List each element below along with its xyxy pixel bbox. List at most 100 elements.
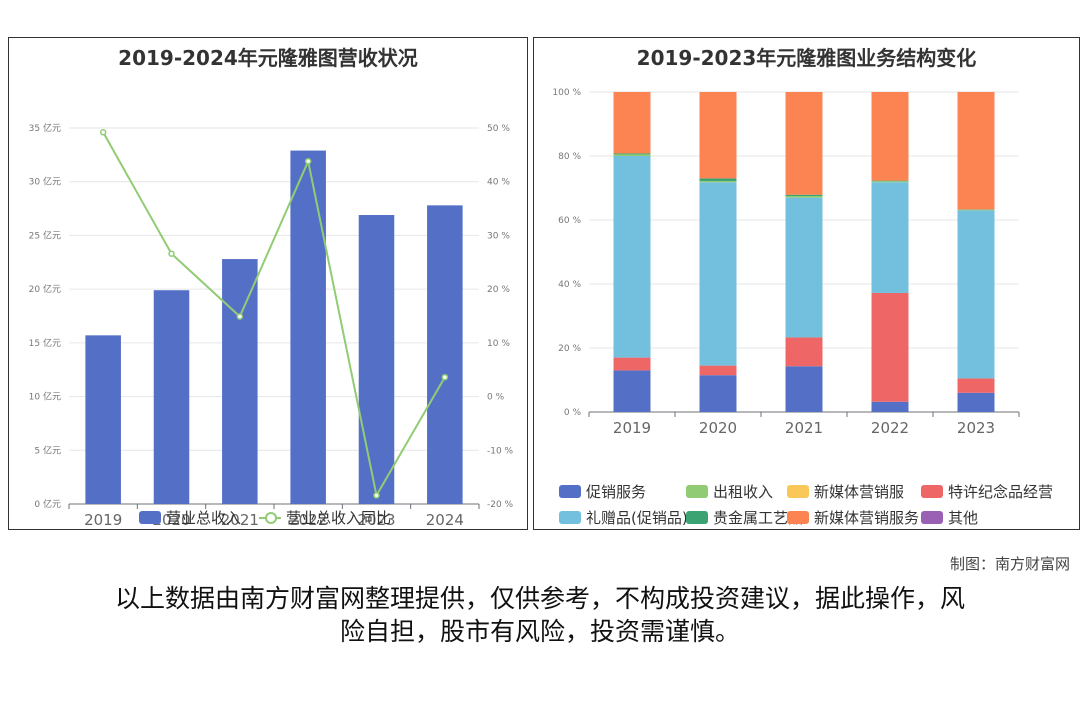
legend-label: 贵金属工艺品 [713, 509, 804, 527]
x-tick-label: 2020 [699, 419, 737, 437]
stack-segment [957, 392, 995, 412]
stack-segment [785, 366, 823, 412]
legend-line-dot [265, 512, 277, 524]
legend-swatch [921, 511, 943, 524]
legend-item[interactable]: 营业总收入 [139, 508, 241, 528]
legend-label: 新媒体营销服务 [814, 509, 920, 527]
stack-segment [871, 181, 909, 183]
revenue-bar [427, 205, 463, 504]
y-left-tick-label: 25 亿元 [29, 229, 61, 241]
stack-segment [957, 209, 995, 211]
stack-segment [699, 92, 737, 179]
y-right-tick-label: 0 % [487, 393, 505, 403]
disclaimer-line-2: 险自担，股市有风险，投资需谨慎。 [339, 617, 740, 646]
y-left-tick-label: 20 亿元 [29, 283, 61, 295]
stack-segment [613, 156, 651, 358]
yoy-point [236, 313, 244, 320]
x-tick-label: 2022 [871, 419, 909, 437]
x-tick-label: 2023 [357, 511, 395, 529]
legend-item[interactable]: 新媒体营销服务 [787, 508, 919, 528]
legend-label: 其他 [948, 509, 979, 527]
stack-segment [957, 210, 995, 379]
y-right-tick-label: 30 % [487, 231, 510, 241]
legend-label: 出租收入 [713, 483, 774, 501]
chart-credit: 制图：南方财富网 [949, 555, 1070, 573]
revenue-bar [358, 215, 395, 504]
y-tick-label: 0 % [564, 408, 582, 418]
y-tick-label: 60 % [558, 216, 581, 226]
yoy-point [304, 158, 312, 165]
disclaimer-line-1: 以上数据由南方财富网整理提供，仅供参考，不构成投资建议，据此操作，风 [114, 584, 965, 613]
stack-segment [871, 92, 909, 181]
x-tick-label: 2021 [785, 419, 823, 437]
revenue-bar [290, 150, 326, 504]
y-left-tick-label: 30 亿元 [29, 176, 61, 188]
y-right-tick-label: -20 % [487, 500, 514, 510]
revenue-chart-title: 2019-2024年元隆雅图营收状况 [118, 46, 418, 70]
legend-swatch [921, 485, 943, 498]
stack-segment [699, 375, 737, 412]
legend-label: 营业总收入 [166, 509, 242, 527]
revenue-chart-panel: 0 亿元 5 亿元 10 亿元 15 亿元 20 亿元 25 亿元 30 亿元 35 亿元 -2… [8, 37, 528, 530]
yoy-point [441, 373, 449, 381]
legend-swatch [787, 485, 809, 498]
stack-segment [613, 357, 651, 371]
revenue-chart-svg: 0 亿元 5 亿元 10 亿元 15 亿元 20 亿元 25 亿元 30 亿元 35 亿元 -2… [29, 122, 514, 529]
stack-segment [957, 378, 995, 393]
legend-item[interactable]: 贵金属工艺品 [686, 508, 803, 528]
yoy-point [99, 129, 107, 136]
stack-segment [699, 365, 737, 376]
x-tick-label: 2023 [957, 419, 995, 437]
legend-swatch [559, 485, 581, 498]
y-right-tick-label: 10 % [487, 339, 510, 349]
y-left-tick-label: 10 亿元 [29, 391, 61, 403]
revenue-bar [222, 259, 258, 504]
legend-swatch [139, 511, 161, 524]
y-right-tick-label: 50 % [487, 124, 510, 134]
x-tick-label: 2024 [426, 511, 464, 529]
stack-segment [871, 180, 909, 182]
legend-item[interactable]: 新媒体营销服 [787, 482, 904, 502]
yoy-point [373, 492, 380, 499]
stack-segment [699, 180, 737, 183]
legend-item[interactable]: 礼赠品(促销品) [559, 508, 688, 528]
legend-line-marker [259, 512, 281, 524]
stack-segment [613, 92, 651, 154]
legend-item[interactable]: 促销服务 [559, 482, 646, 502]
x-tick-label: 2021 [221, 511, 259, 529]
y-tick-label: 40 % [558, 280, 581, 290]
stack-segment [613, 153, 651, 155]
structure-chart-svg: 0 % 20 % 40 % 60 % 80 % 100 % 2019 2020 2021 2022… [552, 88, 1020, 437]
y-right-tick-label: 20 % [487, 285, 510, 295]
legend-item[interactable]: 特许纪念品经营 [921, 482, 1053, 502]
legend-label: 礼赠品(促销品) [586, 509, 688, 527]
legend-label: 特许纪念品经营 [948, 483, 1054, 501]
y-left-tick-label: 15 亿元 [29, 337, 61, 349]
legend-swatch [686, 511, 708, 524]
stack-segment [613, 154, 651, 156]
revenue-bar [85, 335, 121, 504]
legend-swatch [559, 511, 581, 524]
stack-segment [957, 92, 995, 210]
y-right-tick-label: 40 % [487, 178, 510, 188]
x-tick-label: 2022 [289, 511, 327, 529]
yoy-point [168, 250, 175, 257]
legend-swatch [787, 511, 809, 524]
disclaimer: 以上数据由南方财富网整理提供，仅供参考，不构成投资建议，据此操作，风 险自担，股… [60, 582, 1020, 648]
legend-label: 促销服务 [586, 483, 647, 501]
stack-segment [871, 401, 909, 412]
y-left-tick-label: 5 亿元 [34, 444, 61, 456]
stack-segment [699, 178, 737, 181]
legend-label: 营业总收入同比 [286, 509, 392, 527]
y-left-tick-label: 0 亿元 [34, 498, 61, 510]
legend-item[interactable]: 其他 [921, 508, 978, 528]
stack-segment [785, 194, 823, 196]
legend-item[interactable]: 出租收入 [686, 482, 773, 502]
legend-item[interactable]: 营业总收入同比 [259, 508, 391, 528]
y-tick-label: 20 % [558, 344, 581, 354]
legend-swatch [686, 485, 708, 498]
x-tick-label: 2019 [613, 419, 651, 437]
yoy-line [102, 131, 446, 499]
legend-label: 新媒体营销服 [814, 483, 905, 501]
stack-segment [613, 370, 651, 412]
